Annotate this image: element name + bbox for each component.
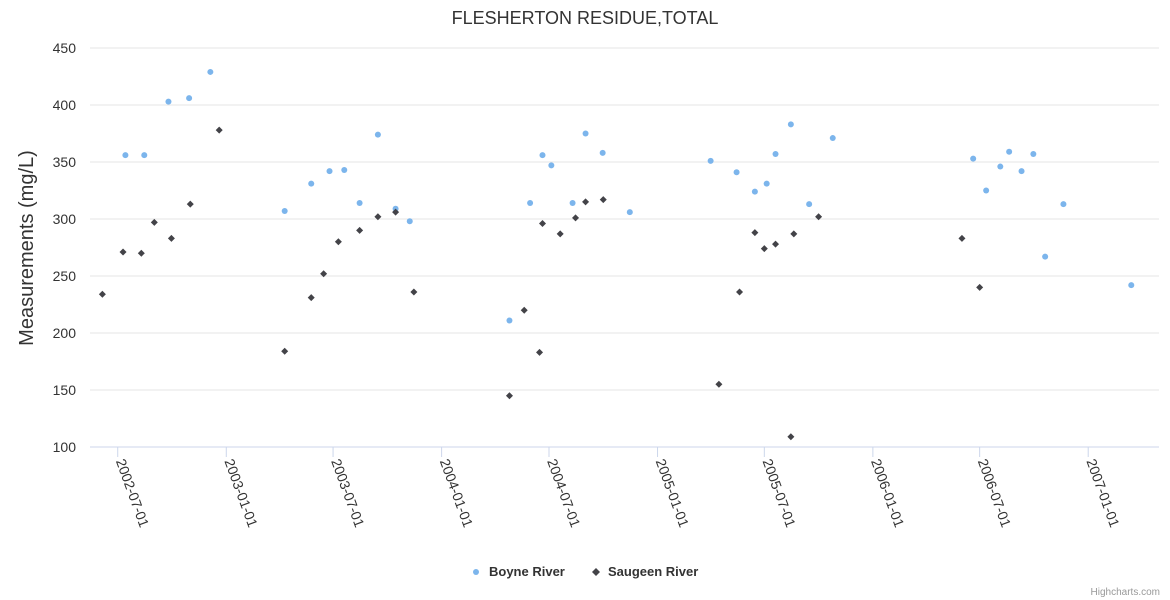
data-point-saugeen-river[interactable] (167, 234, 175, 242)
data-point-boyne-river[interactable] (772, 151, 779, 158)
y-axis-ticks: 100 150 200 250 300 350 400 450 (53, 40, 77, 455)
data-point-boyne-river[interactable] (341, 166, 348, 173)
data-point-saugeen-river[interactable] (599, 196, 607, 204)
data-point-saugeen-river[interactable] (186, 200, 194, 208)
data-point-boyne-river[interactable] (787, 121, 794, 128)
data-point-saugeen-river[interactable] (538, 220, 546, 228)
data-point-boyne-river[interactable] (733, 169, 740, 176)
data-point-boyne-river[interactable] (997, 163, 1004, 170)
data-point-boyne-river[interactable] (548, 162, 555, 169)
data-point-saugeen-river[interactable] (582, 198, 590, 206)
data-point-saugeen-river[interactable] (958, 234, 966, 242)
data-point-saugeen-river[interactable] (281, 347, 289, 355)
data-point-boyne-river[interactable] (527, 200, 534, 207)
legend-boyne-river-label: Boyne River (489, 564, 565, 579)
data-point-boyne-river[interactable] (308, 180, 315, 187)
data-point-saugeen-river[interactable] (410, 288, 418, 296)
data-point-boyne-river[interactable] (626, 209, 633, 216)
data-point-saugeen-river[interactable] (98, 290, 106, 298)
legend-saugeen-river-label: Saugeen River (608, 564, 698, 579)
data-point-saugeen-river[interactable] (215, 126, 223, 134)
y-tick-label: 250 (53, 268, 77, 284)
data-point-saugeen-river[interactable] (505, 392, 513, 400)
data-point-boyne-river[interactable] (356, 200, 363, 207)
credits-link[interactable]: Highcharts.com (1091, 587, 1160, 598)
data-point-boyne-river[interactable] (506, 317, 513, 324)
data-point-saugeen-river[interactable] (772, 240, 780, 248)
data-point-boyne-river[interactable] (141, 152, 148, 159)
data-point-boyne-river[interactable] (599, 149, 606, 156)
data-point-boyne-river[interactable] (751, 188, 758, 195)
data-point-saugeen-river[interactable] (787, 433, 795, 441)
data-point-boyne-river[interactable] (707, 157, 714, 164)
y-tick-label: 150 (53, 382, 77, 398)
legend-item-saugeen-river[interactable]: Saugeen River (592, 564, 698, 579)
data-point-saugeen-river[interactable] (374, 213, 382, 221)
data-point-saugeen-river[interactable] (150, 218, 158, 226)
y-tick-label: 450 (53, 40, 77, 56)
data-point-boyne-river[interactable] (207, 68, 214, 75)
data-point-boyne-river[interactable] (1006, 148, 1013, 155)
data-point-boyne-river[interactable] (374, 131, 381, 138)
data-point-boyne-river[interactable] (1042, 253, 1049, 260)
data-point-saugeen-river[interactable] (334, 238, 342, 246)
data-point-boyne-river[interactable] (763, 180, 770, 187)
data-point-saugeen-river[interactable] (137, 249, 145, 257)
data-point-saugeen-river[interactable] (556, 230, 564, 238)
data-point-boyne-river[interactable] (122, 152, 129, 159)
chart-title: FLESHERTON RESIDUE,TOTAL (452, 8, 719, 28)
y-gridlines (90, 47, 1159, 391)
data-point-saugeen-river[interactable] (392, 208, 400, 216)
legend-boyne-river-symbol (473, 569, 479, 575)
data-point-saugeen-river[interactable] (751, 229, 759, 237)
data-point-boyne-river[interactable] (326, 168, 333, 175)
data-point-boyne-river[interactable] (1060, 201, 1067, 208)
data-point-saugeen-river[interactable] (307, 294, 315, 302)
data-point-boyne-river[interactable] (165, 98, 172, 105)
data-point-boyne-river[interactable] (186, 95, 193, 102)
y-axis-label: Measurements (mg/L) (16, 150, 38, 346)
data-point-saugeen-river[interactable] (119, 248, 127, 256)
legend-item-boyne-river[interactable]: Boyne River (473, 564, 565, 579)
y-tick-label: 400 (53, 97, 77, 113)
y-tick-label: 100 (53, 439, 77, 455)
data-point-saugeen-river[interactable] (572, 214, 580, 222)
data-point-boyne-river[interactable] (539, 152, 546, 159)
data-points (98, 68, 1135, 441)
y-tick-label: 200 (53, 325, 77, 341)
data-point-saugeen-river[interactable] (976, 283, 984, 291)
data-point-boyne-river[interactable] (569, 200, 576, 207)
data-point-saugeen-river[interactable] (536, 348, 544, 356)
data-point-boyne-river[interactable] (1128, 282, 1135, 289)
data-point-saugeen-river[interactable] (520, 306, 528, 314)
y-tick-label: 350 (53, 154, 77, 170)
data-point-boyne-river[interactable] (406, 218, 413, 225)
data-point-saugeen-river[interactable] (320, 270, 328, 278)
data-point-saugeen-river[interactable] (736, 288, 744, 296)
data-point-saugeen-river[interactable] (356, 226, 364, 234)
data-point-boyne-river[interactable] (281, 208, 288, 215)
legend-saugeen-river-symbol (592, 568, 600, 576)
data-point-saugeen-river[interactable] (815, 213, 823, 221)
data-point-boyne-river[interactable] (582, 130, 589, 137)
data-point-boyne-river[interactable] (1018, 168, 1025, 175)
data-point-saugeen-river[interactable] (760, 245, 768, 253)
y-tick-label: 300 (53, 211, 77, 227)
data-point-boyne-river[interactable] (983, 187, 990, 194)
legend: Boyne River Saugeen River (473, 564, 698, 579)
data-point-saugeen-river[interactable] (790, 230, 798, 238)
data-point-boyne-river[interactable] (970, 155, 977, 162)
data-point-boyne-river[interactable] (806, 201, 813, 208)
data-point-boyne-river[interactable] (1030, 151, 1037, 158)
data-point-saugeen-river[interactable] (715, 380, 723, 388)
data-point-boyne-river[interactable] (829, 135, 836, 142)
